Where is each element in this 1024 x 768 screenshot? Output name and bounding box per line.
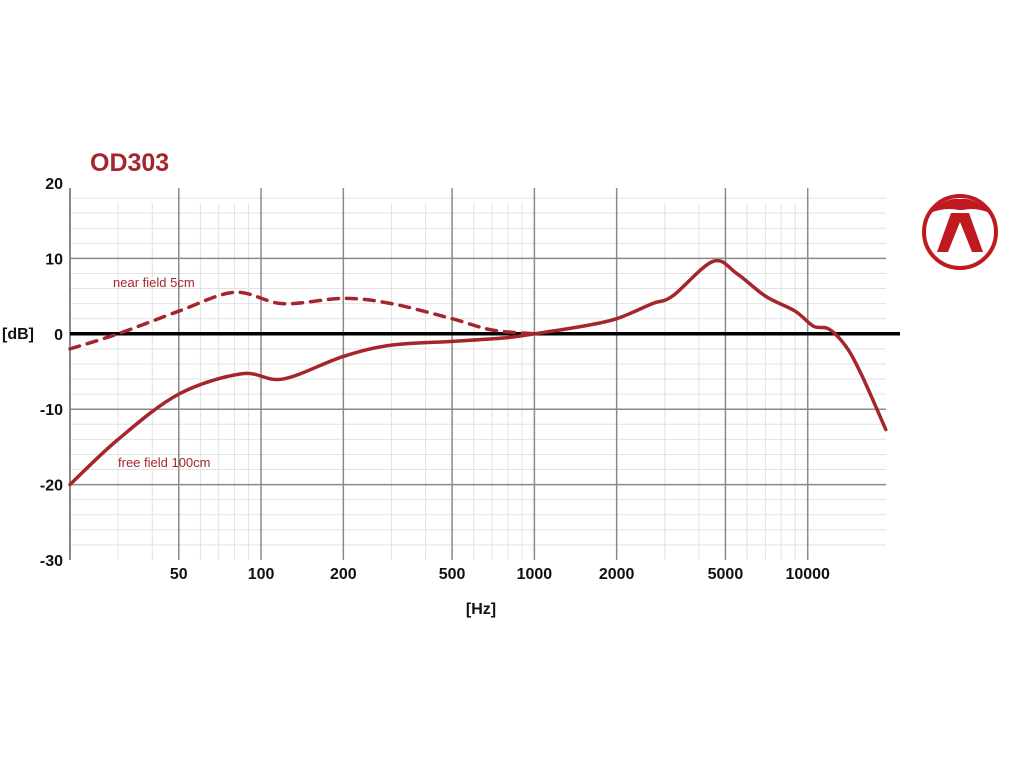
legend-free-field: free field 100cm xyxy=(118,455,211,470)
y-tick-label: 0 xyxy=(54,327,63,344)
y-tick-label: 20 xyxy=(45,176,63,193)
x-tick-label: 5000 xyxy=(708,566,744,583)
x-tick-label: 500 xyxy=(439,566,466,583)
legend-near-field: near field 5cm xyxy=(113,275,195,290)
x-axis-label: [Hz] xyxy=(466,601,496,618)
x-tick-label: 50 xyxy=(170,566,188,583)
series-group xyxy=(68,258,888,487)
x-tick-label: 200 xyxy=(330,566,357,583)
chart-title: OD303 xyxy=(90,149,169,177)
x-tick-label: 10000 xyxy=(785,566,830,583)
y-axis-label: [dB] xyxy=(2,326,34,343)
brand-logo xyxy=(922,194,998,270)
y-tick-label: -10 xyxy=(40,402,63,419)
x-tick-label: 2000 xyxy=(599,566,635,583)
y-tick-label: 10 xyxy=(45,251,63,268)
near-field-curve xyxy=(68,290,537,351)
free-field-curve xyxy=(68,258,888,487)
y-tick-label: -20 xyxy=(40,478,63,495)
y-tick-label: -30 xyxy=(40,553,63,570)
grid xyxy=(69,188,886,560)
x-tick-label: 100 xyxy=(248,566,275,583)
x-tick-label: 1000 xyxy=(517,566,553,583)
